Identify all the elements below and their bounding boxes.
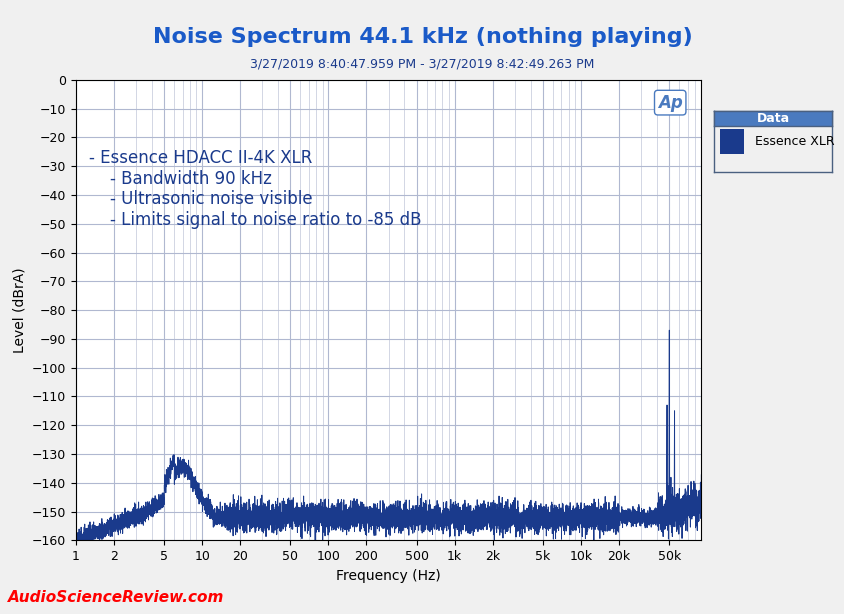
Text: Ap: Ap — [657, 94, 682, 112]
Text: Data: Data — [755, 112, 789, 125]
X-axis label: Frequency (Hz): Frequency (Hz) — [336, 569, 441, 583]
Bar — [719, 129, 743, 154]
Text: AudioScienceReview.com: AudioScienceReview.com — [8, 590, 225, 605]
Y-axis label: Level (dBrA): Level (dBrA) — [13, 267, 26, 353]
Text: Essence XLR: Essence XLR — [755, 134, 834, 148]
Text: Noise Spectrum 44.1 kHz (nothing playing): Noise Spectrum 44.1 kHz (nothing playing… — [153, 27, 691, 47]
Text: - Essence HDACC II-4K XLR
    - Bandwidth 90 kHz
    - Ultrasonic noise visible
: - Essence HDACC II-4K XLR - Bandwidth 90… — [89, 149, 420, 229]
Text: 3/27/2019 8:40:47.959 PM - 3/27/2019 8:42:49.263 PM: 3/27/2019 8:40:47.959 PM - 3/27/2019 8:4… — [250, 58, 594, 71]
